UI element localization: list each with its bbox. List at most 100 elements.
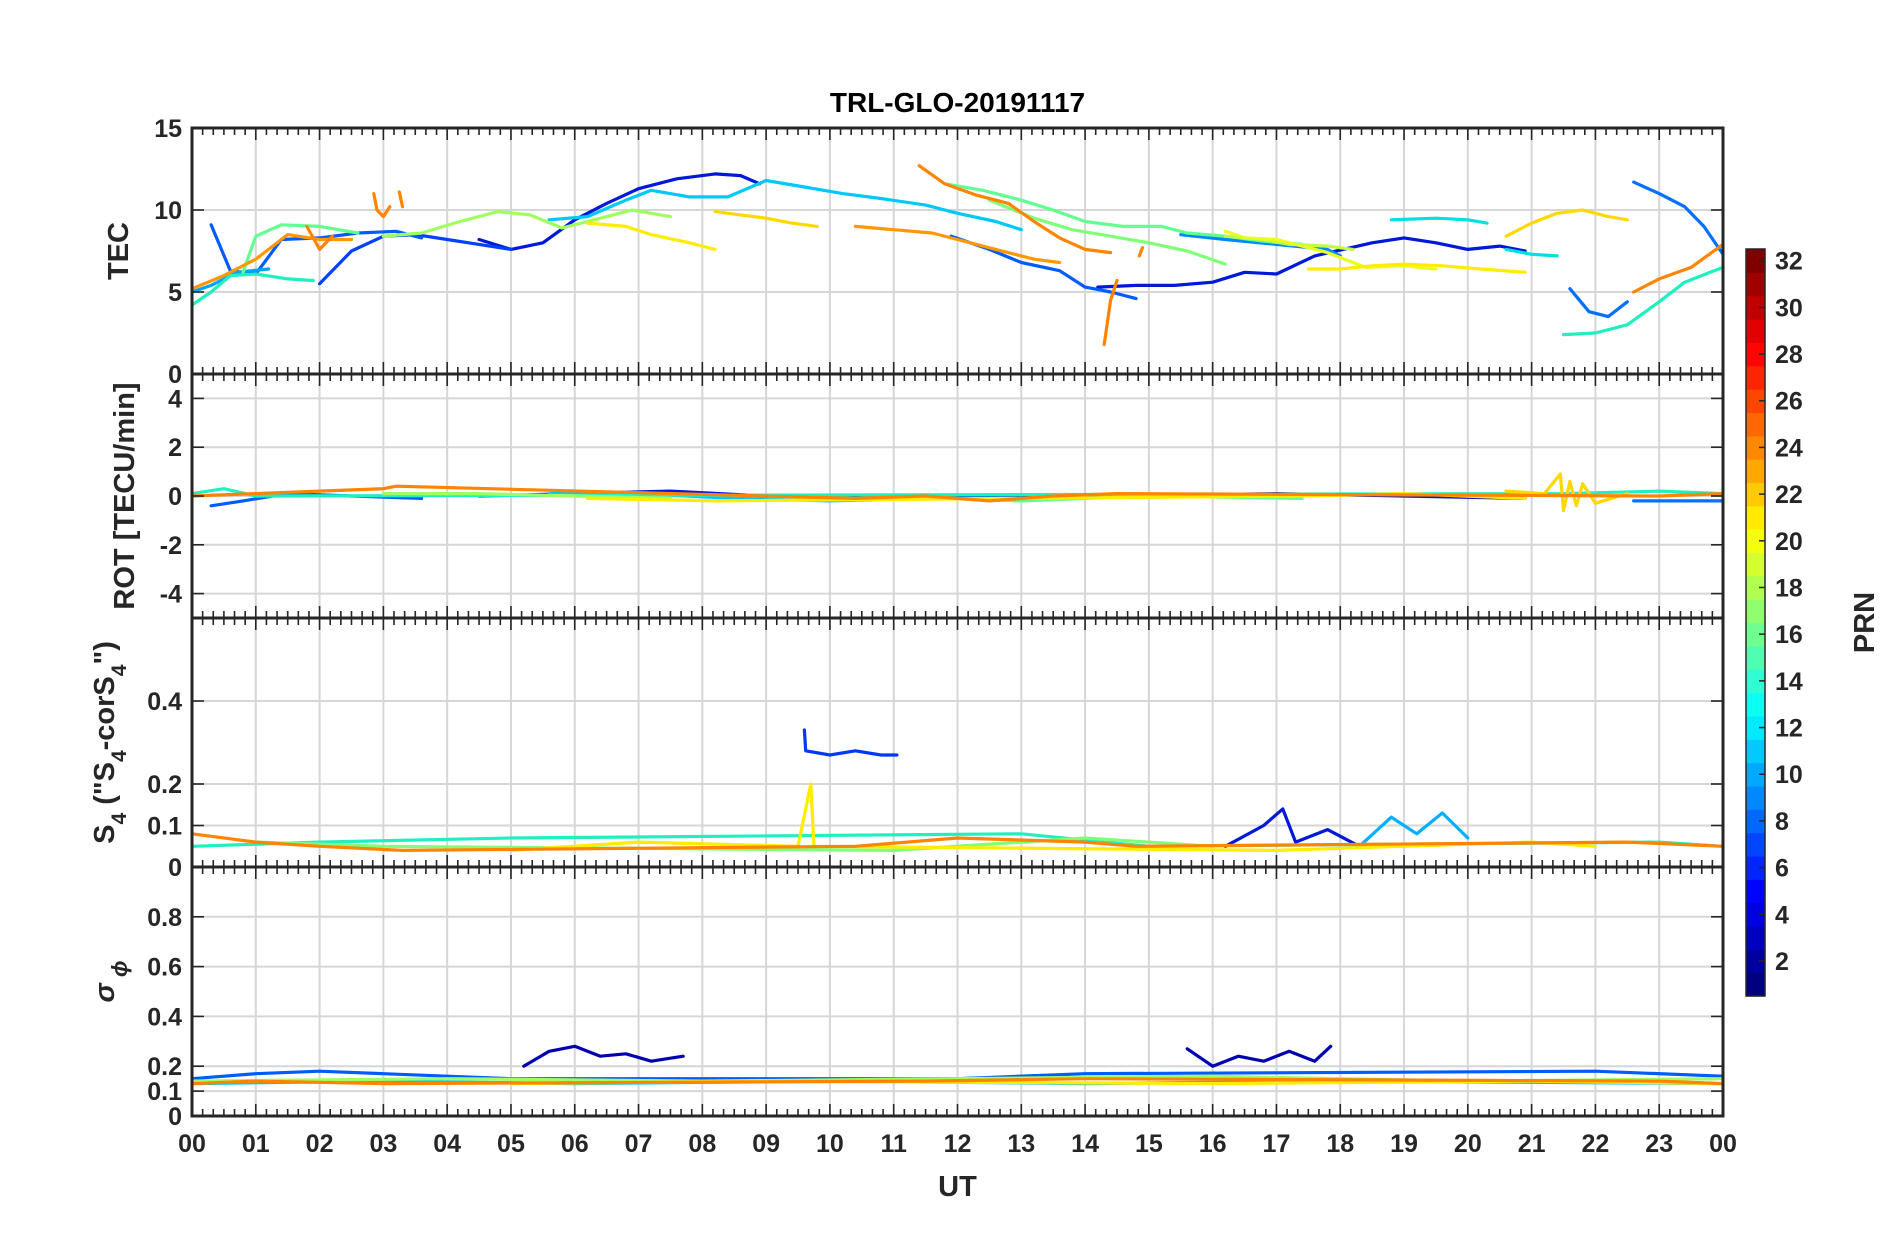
series-line xyxy=(1306,262,1527,274)
series-line xyxy=(192,233,354,291)
colorbar-segment xyxy=(1746,482,1765,507)
x-tick-label: 16 xyxy=(1199,1130,1227,1158)
series-line xyxy=(192,267,271,294)
y-tick-label: 0 xyxy=(168,1103,182,1131)
x-tick-label: 08 xyxy=(688,1130,716,1158)
colorbar-segment xyxy=(1746,879,1765,904)
colorbar-segment xyxy=(1746,295,1765,320)
colorbar-segment xyxy=(1746,925,1765,950)
series-line xyxy=(1561,265,1723,337)
colorbar-segment xyxy=(1746,529,1765,554)
colorbar-segment xyxy=(1746,669,1765,694)
y-tick-label: 0.2 xyxy=(147,771,182,799)
colorbar-tick-label: 8 xyxy=(1775,808,1789,836)
colorbar-tick-label: 28 xyxy=(1775,341,1803,369)
series-line xyxy=(192,272,315,307)
colorbar-tick-label: 12 xyxy=(1775,715,1803,743)
colorbar-segment xyxy=(1746,575,1765,600)
colorbar-tick-label: 30 xyxy=(1775,294,1803,322)
colorbar-tick-label: 32 xyxy=(1775,248,1803,276)
colorbar-segment xyxy=(1746,645,1765,670)
x-tick-label: 00 xyxy=(178,1130,206,1158)
series-line xyxy=(585,221,717,251)
colorbar-segment xyxy=(1746,459,1765,484)
series-line xyxy=(1102,278,1119,347)
series-group xyxy=(192,728,1723,852)
colorbar-segment xyxy=(1746,505,1765,530)
colorbar-segment xyxy=(1746,715,1765,740)
series-line xyxy=(1096,236,1527,289)
colorbar-frame xyxy=(1745,248,1766,997)
colorbar-segment xyxy=(1746,249,1765,273)
colorbar-segment xyxy=(1746,319,1765,343)
series-line xyxy=(802,728,899,757)
panel-s4: 0 0.1 0.2 0.4 S4 ("S4-corS4") xyxy=(89,616,1725,882)
series-group xyxy=(192,1044,1723,1086)
y-tick-label: 5 xyxy=(168,279,182,307)
panel-rot: -4 -2 0 2 4 ROT [TECU/min] xyxy=(109,372,1725,620)
series-line xyxy=(1504,247,1559,258)
x-tick-label: 05 xyxy=(497,1130,525,1158)
y-tick-label: 0.2 xyxy=(147,1053,182,1081)
chart-title: TRL-GLO-20191117 xyxy=(830,87,1085,118)
series-line xyxy=(853,224,1062,265)
y-tick-label: 10 xyxy=(154,197,182,225)
x-tick-label: 02 xyxy=(306,1130,334,1158)
x-tick-label: 06 xyxy=(561,1130,589,1158)
colorbar-segment xyxy=(1746,389,1765,414)
series-line xyxy=(1179,233,1342,258)
x-tick-label: 11 xyxy=(880,1130,907,1158)
colorbar-tick-label: 2 xyxy=(1775,948,1789,976)
x-tick-label: 18 xyxy=(1326,1130,1354,1158)
y-tick-label: 15 xyxy=(154,115,182,143)
colorbar-tick-label: 26 xyxy=(1775,388,1803,416)
x-tick-label: 10 xyxy=(816,1130,844,1158)
colorbar-segment xyxy=(1746,785,1765,810)
colorbar-segment xyxy=(1746,272,1765,297)
panel-frame xyxy=(190,865,1725,1118)
colorbar-segment xyxy=(1746,949,1765,974)
colorbar-tick-label: 4 xyxy=(1775,901,1789,929)
series-line xyxy=(547,178,1023,232)
y-tick-label: 0.1 xyxy=(147,1078,182,1106)
series-line xyxy=(397,190,405,209)
y-tick-label: 0 xyxy=(168,854,182,882)
colorbar-segment xyxy=(1746,855,1765,880)
series-line xyxy=(1357,811,1470,848)
y-tick-label: 0 xyxy=(168,483,182,511)
colorbar-tick-label: 24 xyxy=(1775,434,1803,462)
colorbar-segment xyxy=(1746,809,1765,834)
y-tick-label: 0.6 xyxy=(147,954,182,982)
x-tick-label: 01 xyxy=(242,1130,270,1158)
y-tick-label: 0.4 xyxy=(147,1003,182,1031)
y-tick-label: 4 xyxy=(168,385,182,413)
series-line xyxy=(1223,807,1361,848)
series-line xyxy=(1223,229,1438,271)
x-axis-label: UT xyxy=(938,1171,977,1203)
y-axis-label: σ ϕ xyxy=(89,960,132,1002)
y-tick-label: 0.1 xyxy=(147,813,182,841)
series-line xyxy=(987,198,1227,266)
series-line xyxy=(1185,1044,1333,1068)
series-line xyxy=(917,164,1113,255)
colorbar-segment xyxy=(1746,552,1765,577)
x-tick-label: 04 xyxy=(433,1130,461,1158)
series-line xyxy=(241,223,360,274)
x-tick-label: 12 xyxy=(944,1130,972,1158)
x-tick-label: 20 xyxy=(1454,1130,1482,1158)
y-axis-label: TEC xyxy=(103,222,135,280)
series-line xyxy=(713,210,819,228)
series-line xyxy=(254,836,1215,852)
series-line xyxy=(192,487,1723,498)
y-tick-label: 0.4 xyxy=(147,688,182,716)
x-tick-label: 07 xyxy=(625,1130,653,1158)
colorbar-segment xyxy=(1746,412,1765,437)
x-tick-label: 17 xyxy=(1263,1130,1291,1158)
series-line xyxy=(1504,208,1629,238)
series-line xyxy=(192,1077,1723,1086)
y-tick-label: 0.8 xyxy=(147,904,182,932)
colorbar-tick-label: 6 xyxy=(1775,855,1789,883)
x-tick-label: 22 xyxy=(1582,1130,1610,1158)
colorbar-tick-label: 16 xyxy=(1775,621,1803,649)
x-tick-label: 09 xyxy=(752,1130,780,1158)
